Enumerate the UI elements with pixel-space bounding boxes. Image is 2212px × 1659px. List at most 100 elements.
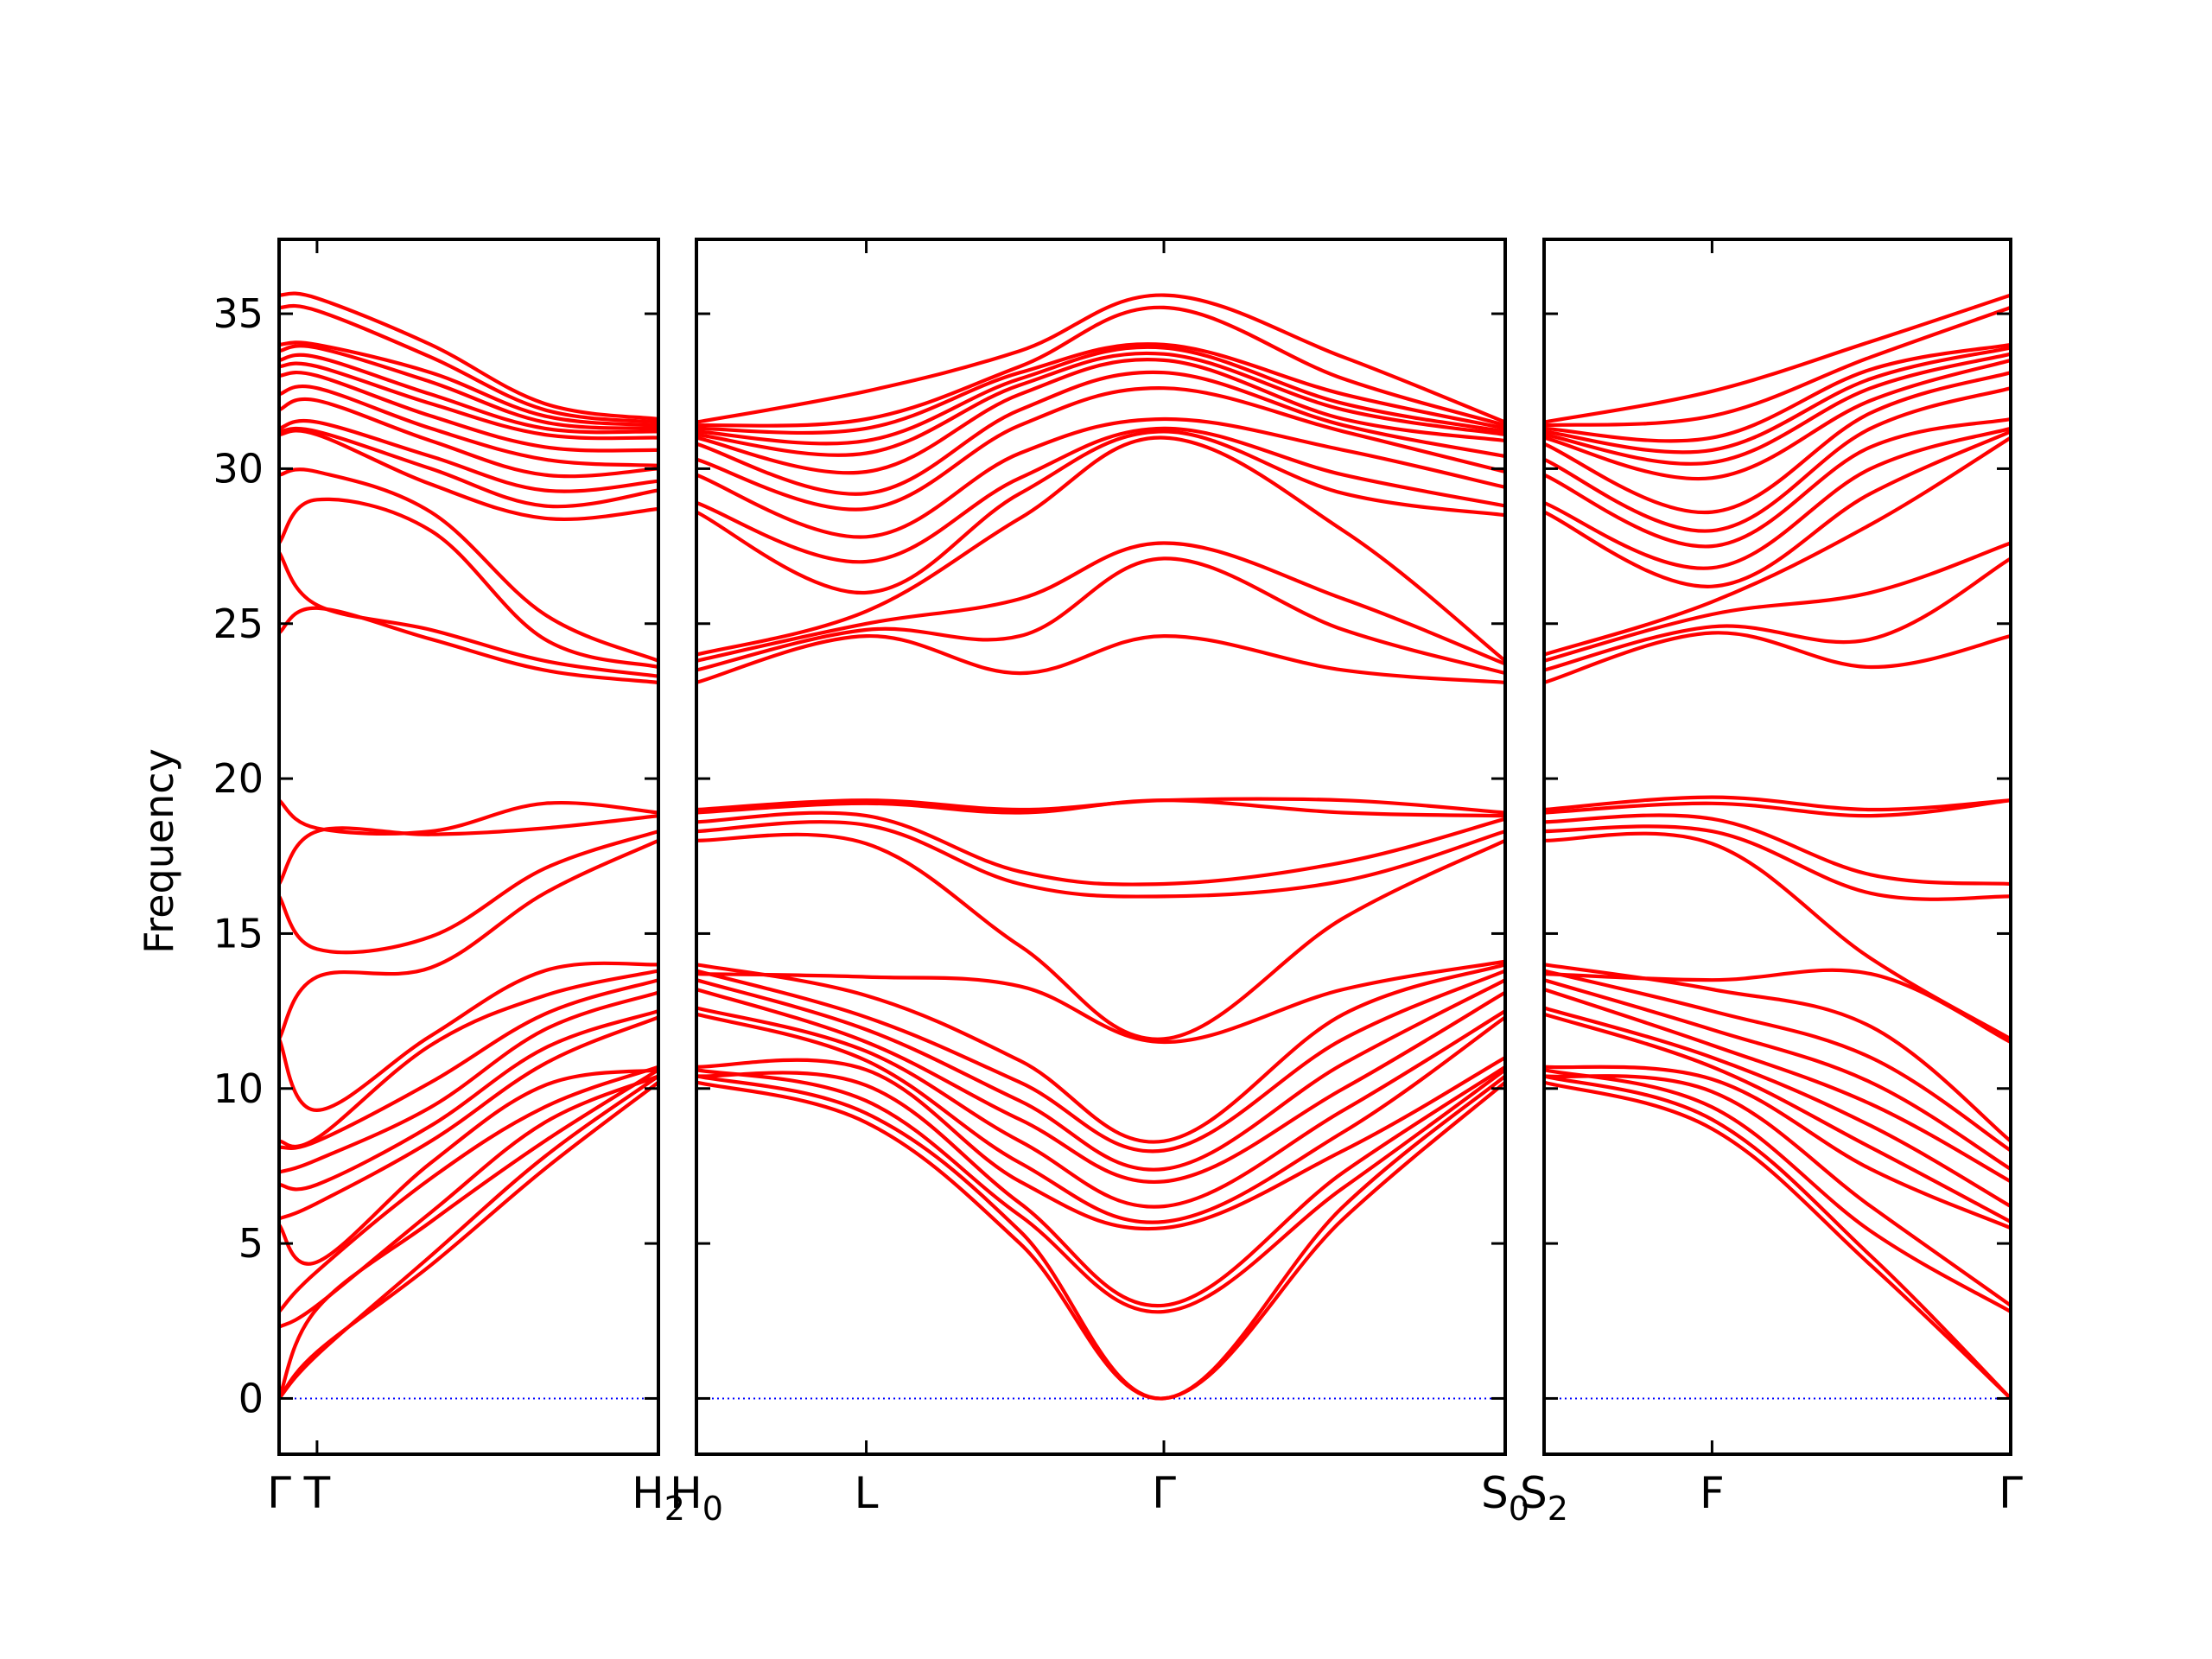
band-lines bbox=[696, 293, 1505, 1401]
band-line-2 bbox=[696, 1074, 1505, 1401]
band-lines bbox=[1544, 293, 2011, 1401]
x-tick-label: F bbox=[1700, 1468, 1725, 1518]
band-line-1 bbox=[696, 1080, 1505, 1401]
band-line-23 bbox=[1544, 426, 2011, 570]
band-line-31 bbox=[279, 303, 658, 424]
y-tick-label: 35 bbox=[213, 290, 264, 337]
band-line-17 bbox=[1544, 795, 2011, 812]
y-tick-label: 5 bbox=[238, 1220, 264, 1267]
band-line-30 bbox=[279, 340, 658, 428]
band-line-17 bbox=[279, 606, 658, 684]
panel-2: H0 L Γ S0 bbox=[670, 238, 1529, 1528]
band-line-29 bbox=[279, 344, 658, 430]
band-line-14 bbox=[696, 820, 1505, 899]
band-line-22 bbox=[1544, 429, 2011, 588]
band-line-10 bbox=[696, 969, 1505, 1154]
band-line-8 bbox=[279, 1009, 658, 1192]
band-line-11 bbox=[1544, 963, 2011, 1143]
band-line-19 bbox=[279, 497, 658, 670]
band-line-30 bbox=[696, 342, 1505, 435]
band-line-9 bbox=[279, 990, 658, 1174]
band-line-19 bbox=[696, 556, 1505, 676]
band-line-3 bbox=[279, 1068, 658, 1401]
y-tick-label: 10 bbox=[213, 1065, 264, 1112]
band-line-9 bbox=[696, 978, 1505, 1172]
band-line-25 bbox=[696, 386, 1505, 512]
y-tick-label: 0 bbox=[238, 1375, 264, 1421]
band-line-4 bbox=[696, 1065, 1505, 1308]
band-line-27 bbox=[1544, 358, 2011, 481]
band-line-16 bbox=[279, 798, 658, 836]
band-line-24 bbox=[1544, 416, 2011, 549]
x-tick-label: T bbox=[303, 1468, 331, 1518]
band-line-20 bbox=[1544, 541, 2011, 663]
band-line-32 bbox=[1544, 293, 2011, 424]
x-tick-label: S0 bbox=[1481, 1468, 1529, 1528]
band-line-29 bbox=[1544, 346, 2011, 454]
band-line-18 bbox=[696, 633, 1505, 684]
band-line-11 bbox=[696, 963, 1505, 1144]
band-line-20 bbox=[696, 541, 1505, 666]
panel-frame bbox=[695, 238, 1507, 1456]
band-line-10 bbox=[279, 978, 658, 1151]
band-line-18 bbox=[279, 550, 658, 678]
x-tick-label: H2 bbox=[632, 1468, 685, 1528]
band-line-4 bbox=[279, 1074, 658, 1329]
band-line-2 bbox=[279, 1074, 658, 1401]
band-line-1 bbox=[279, 1080, 658, 1401]
band-line-31 bbox=[696, 305, 1505, 428]
band-line-5 bbox=[1544, 1065, 2011, 1230]
y-tick-label: 25 bbox=[213, 601, 264, 647]
band-line-5 bbox=[696, 1055, 1505, 1231]
y-tick-label: 20 bbox=[213, 755, 264, 802]
band-line-23 bbox=[696, 426, 1505, 564]
band-line-12 bbox=[696, 959, 1505, 1045]
band-line-32 bbox=[279, 291, 658, 422]
band-line-24 bbox=[696, 416, 1505, 539]
band-line-12 bbox=[1544, 968, 2011, 1045]
band-line-22 bbox=[279, 426, 658, 509]
band-line-21 bbox=[696, 435, 1505, 663]
x-tick-label: Γ bbox=[1152, 1468, 1176, 1518]
band-line-25 bbox=[279, 385, 658, 467]
band-line-1 bbox=[1544, 1080, 2011, 1401]
band-line-25 bbox=[1544, 386, 2011, 533]
band-line-28 bbox=[279, 353, 658, 435]
x-tick-label: Γ bbox=[1999, 1468, 2023, 1518]
band-line-7 bbox=[696, 1006, 1505, 1209]
panel-frame bbox=[277, 238, 660, 1456]
band-line-27 bbox=[279, 361, 658, 441]
band-line-32 bbox=[696, 293, 1505, 424]
band-line-14 bbox=[279, 830, 658, 955]
band-line-13 bbox=[279, 838, 658, 1041]
x-tick-label: S2 bbox=[1520, 1468, 1568, 1528]
band-line-26 bbox=[279, 371, 658, 453]
band-line-26 bbox=[1544, 371, 2011, 515]
y-tick-label: 15 bbox=[213, 910, 264, 957]
band-line-31 bbox=[1544, 305, 2011, 428]
band-line-15 bbox=[279, 814, 658, 887]
band-line-28 bbox=[696, 351, 1505, 457]
band-line-28 bbox=[1544, 352, 2011, 466]
band-line-10 bbox=[1544, 969, 2011, 1153]
band-line-19 bbox=[1544, 556, 2011, 672]
band-line-14 bbox=[1544, 824, 2011, 901]
band-line-18 bbox=[1544, 631, 2011, 684]
band-line-30 bbox=[1544, 342, 2011, 443]
band-lines bbox=[279, 291, 658, 1401]
band-line-15 bbox=[696, 810, 1505, 887]
band-line-21 bbox=[1544, 435, 2011, 657]
band-line-3 bbox=[1544, 1068, 2011, 1314]
panel-1: 0 5 10 15 20 25 30 35 Γ T H2 bbox=[213, 238, 685, 1528]
band-line-6 bbox=[1544, 1012, 2011, 1224]
band-line-21 bbox=[279, 429, 658, 522]
band-line-13 bbox=[1544, 831, 2011, 1041]
band-line-16 bbox=[1544, 798, 2011, 818]
panel-frame bbox=[1542, 238, 2012, 1456]
x-tick-label: L bbox=[855, 1468, 879, 1518]
band-line-20 bbox=[279, 467, 658, 663]
band-line-7 bbox=[279, 1015, 658, 1221]
band-line-6 bbox=[696, 1012, 1505, 1224]
band-line-9 bbox=[1544, 978, 2011, 1172]
